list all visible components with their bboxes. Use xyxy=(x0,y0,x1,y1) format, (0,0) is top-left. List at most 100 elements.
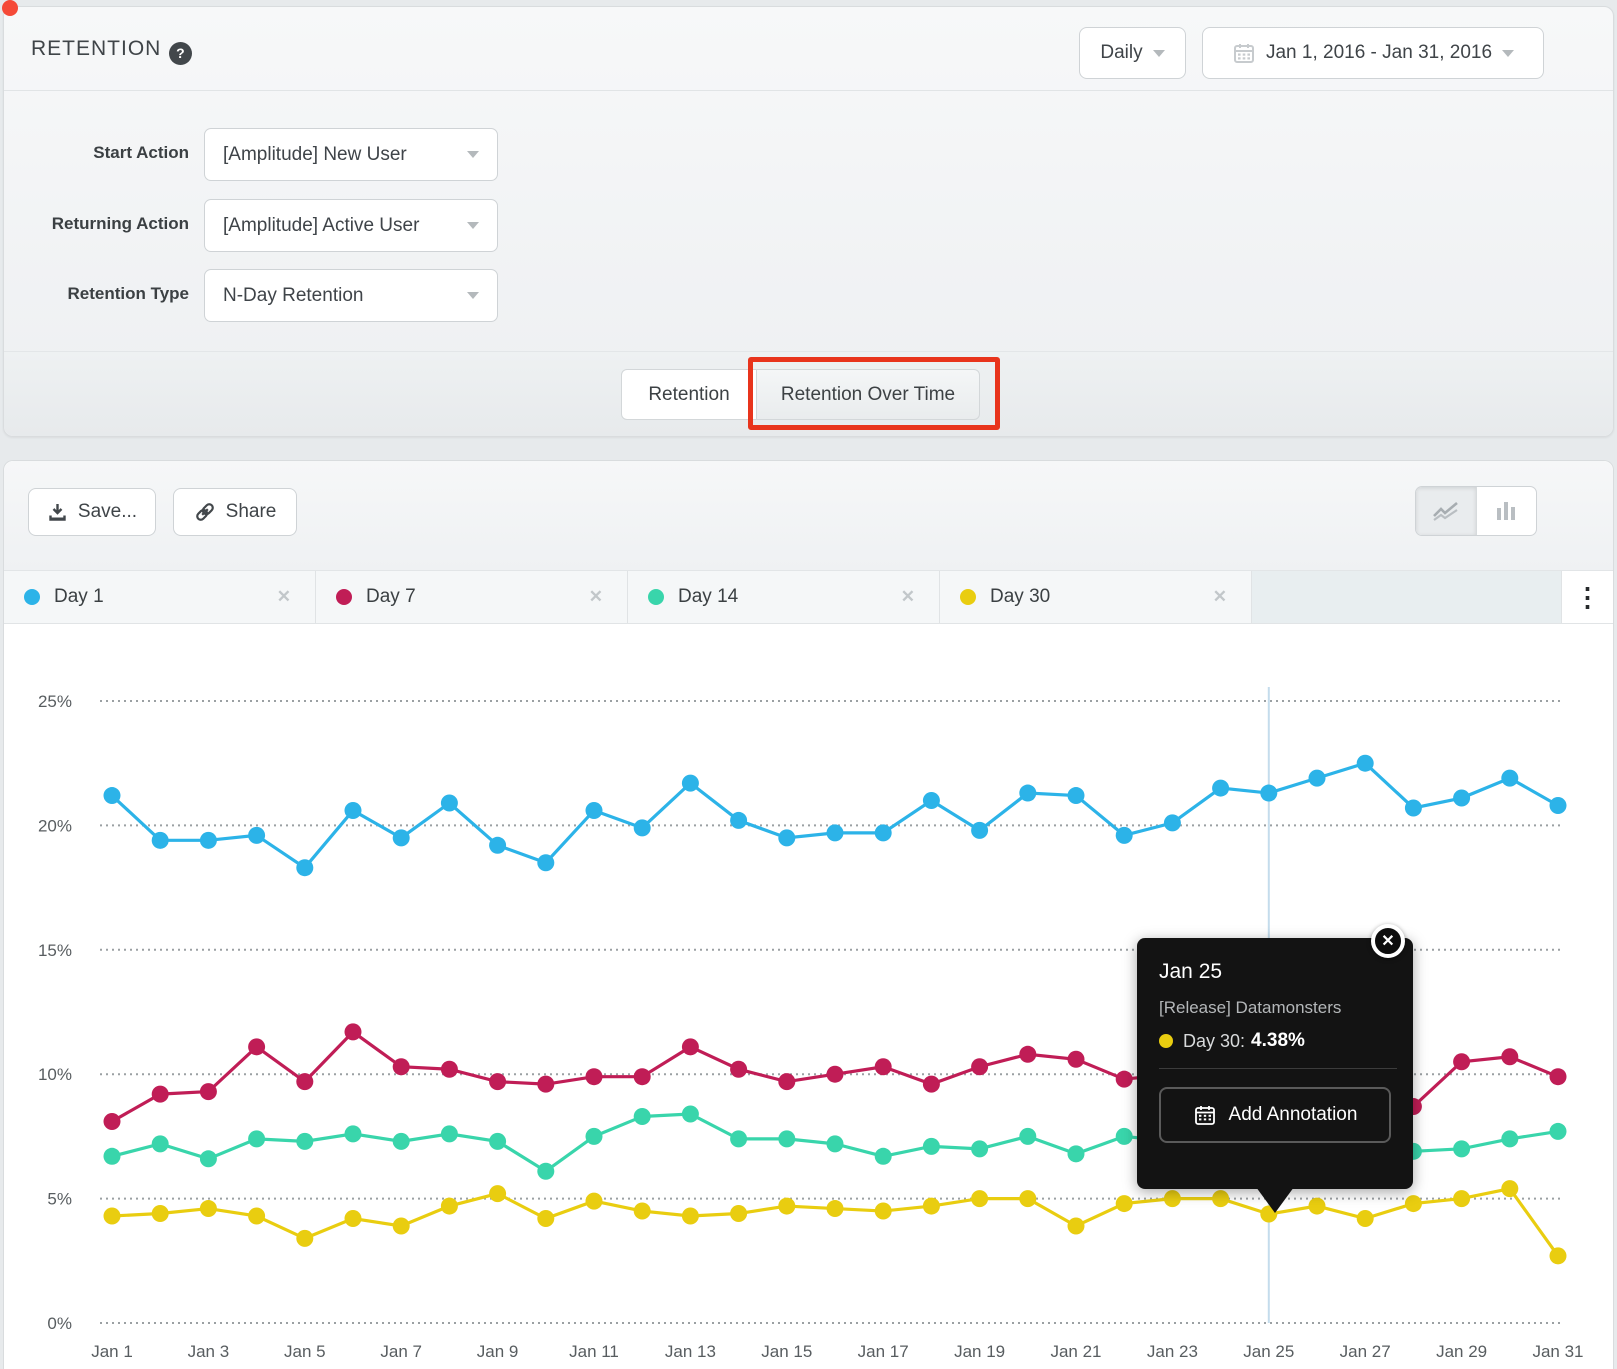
tab-retention-over-time[interactable]: Retention Over Time xyxy=(756,369,980,420)
data-point-day-1-jan-23[interactable] xyxy=(1163,814,1181,832)
data-point-day-7-jan-2[interactable] xyxy=(151,1085,169,1103)
data-point-day-14-jan-7[interactable] xyxy=(392,1132,410,1150)
data-point-day-7-jan-15[interactable] xyxy=(778,1073,796,1091)
data-point-day-14-jan-11[interactable] xyxy=(585,1127,603,1145)
data-point-day-30-jan-1[interactable] xyxy=(103,1207,121,1225)
data-point-day-14-jan-21[interactable] xyxy=(1067,1145,1085,1163)
data-point-day-1-jan-27[interactable] xyxy=(1356,754,1374,772)
data-point-day-7-jan-21[interactable] xyxy=(1067,1050,1085,1068)
remove-series-icon[interactable]: ✕ xyxy=(1212,587,1227,606)
data-point-day-30-jan-3[interactable] xyxy=(199,1200,217,1218)
data-point-day-30-jan-18[interactable] xyxy=(922,1197,940,1215)
data-point-day-7-jan-19[interactable] xyxy=(971,1058,989,1076)
data-point-day-14-jan-5[interactable] xyxy=(296,1132,314,1150)
legend-menu-button[interactable]: ⋮ xyxy=(1561,571,1613,623)
data-point-day-30-jan-6[interactable] xyxy=(344,1210,362,1228)
data-point-day-7-jan-7[interactable] xyxy=(392,1058,410,1076)
data-point-day-30-jan-12[interactable] xyxy=(633,1202,651,1220)
data-point-day-1-jan-5[interactable] xyxy=(296,859,314,877)
line-chart-toggle[interactable] xyxy=(1416,487,1476,535)
data-point-day-14-jan-3[interactable] xyxy=(199,1150,217,1168)
data-point-day-1-jan-2[interactable] xyxy=(151,831,169,849)
data-point-day-1-jan-6[interactable] xyxy=(344,801,362,819)
data-point-day-30-jan-26[interactable] xyxy=(1308,1197,1326,1215)
data-point-day-14-jan-30[interactable] xyxy=(1501,1130,1519,1148)
data-point-day-1-jan-10[interactable] xyxy=(537,854,555,872)
bar-chart-toggle[interactable] xyxy=(1475,487,1537,535)
data-point-day-7-jan-10[interactable] xyxy=(537,1075,555,1093)
data-point-day-30-jan-20[interactable] xyxy=(1019,1190,1037,1208)
window-control-red[interactable] xyxy=(2,0,18,16)
data-point-day-1-jan-13[interactable] xyxy=(681,774,699,792)
share-button[interactable]: Share xyxy=(173,488,297,536)
remove-series-icon[interactable]: ✕ xyxy=(900,587,915,606)
filter-select-retention-type[interactable]: N-Day Retention xyxy=(204,269,498,322)
data-point-day-7-jan-8[interactable] xyxy=(440,1060,458,1078)
legend-chip-day-30[interactable]: Day 30 ✕ xyxy=(940,571,1252,623)
data-point-day-1-jan-8[interactable] xyxy=(440,794,458,812)
data-point-day-1-jan-26[interactable] xyxy=(1308,769,1326,787)
data-point-day-1-jan-31[interactable] xyxy=(1549,796,1567,814)
data-point-day-7-jan-16[interactable] xyxy=(826,1065,844,1083)
data-point-day-30-jan-16[interactable] xyxy=(826,1200,844,1218)
remove-series-icon[interactable]: ✕ xyxy=(588,587,603,606)
data-point-day-1-jan-4[interactable] xyxy=(248,826,266,844)
data-point-day-14-jan-13[interactable] xyxy=(681,1105,699,1123)
data-point-day-30-jan-13[interactable] xyxy=(681,1207,699,1225)
data-point-day-1-jan-21[interactable] xyxy=(1067,787,1085,805)
tooltip-close-button[interactable]: ✕ xyxy=(1371,924,1405,958)
data-point-day-14-jan-17[interactable] xyxy=(874,1147,892,1165)
data-point-day-7-jan-20[interactable] xyxy=(1019,1045,1037,1063)
data-point-day-30-jan-31[interactable] xyxy=(1549,1247,1567,1265)
data-point-day-7-jan-29[interactable] xyxy=(1453,1053,1471,1071)
data-point-day-30-jan-27[interactable] xyxy=(1356,1210,1374,1228)
data-point-day-1-jan-20[interactable] xyxy=(1019,784,1037,802)
data-point-day-14-jan-15[interactable] xyxy=(778,1130,796,1148)
data-point-day-30-jan-2[interactable] xyxy=(151,1205,169,1223)
legend-chip-day-7[interactable]: Day 7 ✕ xyxy=(316,571,628,623)
data-point-day-30-jan-14[interactable] xyxy=(730,1205,748,1223)
data-point-day-14-jan-22[interactable] xyxy=(1115,1127,1133,1145)
data-point-day-1-jan-7[interactable] xyxy=(392,829,410,847)
granularity-dropdown[interactable]: Daily xyxy=(1079,27,1186,79)
data-point-day-30-jan-19[interactable] xyxy=(971,1190,989,1208)
data-point-day-1-jan-22[interactable] xyxy=(1115,826,1133,844)
data-point-day-7-jan-4[interactable] xyxy=(248,1038,266,1056)
data-point-day-7-jan-3[interactable] xyxy=(199,1083,217,1101)
data-point-day-1-jan-1[interactable] xyxy=(103,787,121,805)
data-point-day-30-jan-30[interactable] xyxy=(1501,1180,1519,1198)
data-point-day-1-jan-30[interactable] xyxy=(1501,769,1519,787)
data-point-day-1-jan-19[interactable] xyxy=(971,821,989,839)
data-point-day-14-jan-18[interactable] xyxy=(922,1137,940,1155)
legend-chip-day-1[interactable]: Day 1 ✕ xyxy=(4,571,316,623)
filter-select-start-action[interactable]: [Amplitude] New User xyxy=(204,128,498,181)
data-point-day-30-jan-15[interactable] xyxy=(778,1197,796,1215)
data-point-day-14-jan-14[interactable] xyxy=(730,1130,748,1148)
data-point-day-14-jan-10[interactable] xyxy=(537,1162,555,1180)
data-point-day-7-jan-9[interactable] xyxy=(489,1073,507,1091)
legend-chip-day-14[interactable]: Day 14 ✕ xyxy=(628,571,940,623)
data-point-day-1-jan-3[interactable] xyxy=(199,831,217,849)
daterange-dropdown[interactable]: Jan 1, 2016 - Jan 31, 2016 xyxy=(1202,27,1544,79)
data-point-day-1-jan-28[interactable] xyxy=(1404,799,1422,817)
data-point-day-7-jan-13[interactable] xyxy=(681,1038,699,1056)
data-point-day-30-jan-5[interactable] xyxy=(296,1229,314,1247)
data-point-day-7-jan-17[interactable] xyxy=(874,1058,892,1076)
data-point-day-1-jan-9[interactable] xyxy=(489,836,507,854)
data-point-day-30-jan-24[interactable] xyxy=(1212,1190,1230,1208)
data-point-day-1-jan-18[interactable] xyxy=(922,792,940,810)
data-point-day-1-jan-24[interactable] xyxy=(1212,779,1230,797)
data-point-day-30-jan-10[interactable] xyxy=(537,1210,555,1228)
data-point-day-14-jan-4[interactable] xyxy=(248,1130,266,1148)
data-point-day-1-jan-16[interactable] xyxy=(826,824,844,842)
data-point-day-14-jan-20[interactable] xyxy=(1019,1127,1037,1145)
data-point-day-14-jan-19[interactable] xyxy=(971,1140,989,1158)
data-point-day-7-jan-12[interactable] xyxy=(633,1068,651,1086)
data-point-day-1-jan-29[interactable] xyxy=(1453,789,1471,807)
data-point-day-7-jan-18[interactable] xyxy=(922,1075,940,1093)
data-point-day-30-jan-7[interactable] xyxy=(392,1217,410,1235)
data-point-day-14-jan-8[interactable] xyxy=(440,1125,458,1143)
data-point-day-14-jan-1[interactable] xyxy=(103,1147,121,1165)
data-point-day-30-jan-17[interactable] xyxy=(874,1202,892,1220)
data-point-day-30-jan-23[interactable] xyxy=(1163,1190,1181,1208)
